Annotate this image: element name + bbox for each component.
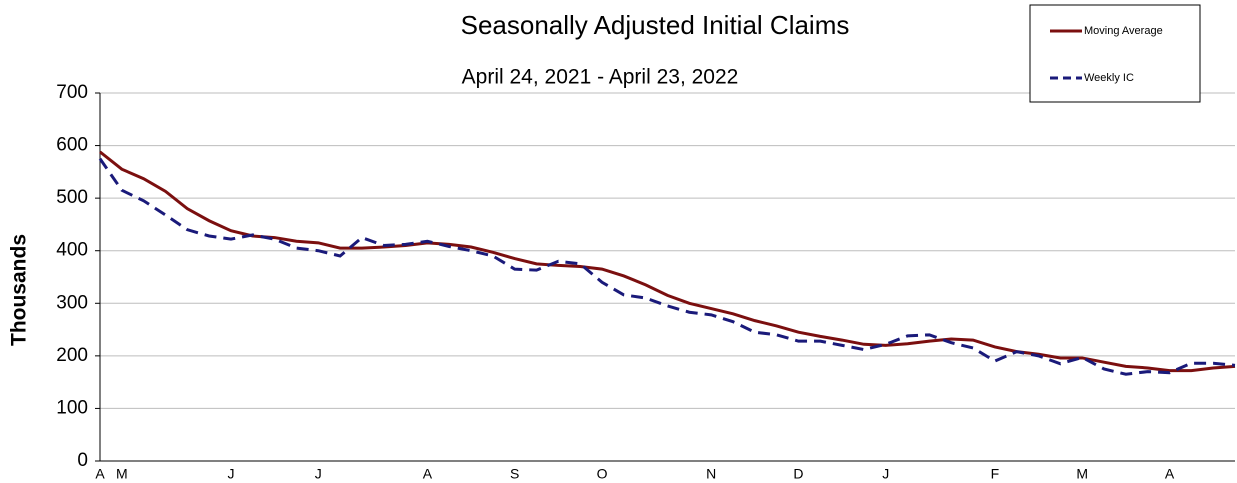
x-tick-label: O [597, 466, 608, 482]
x-tick-label: J [882, 466, 889, 482]
y-tick-label: 500 [56, 187, 88, 208]
x-tick-label: J [315, 466, 322, 482]
x-tick-label: S [510, 466, 519, 482]
y-tick-label: 300 [56, 292, 88, 313]
legend-label: Weekly IC [1084, 72, 1134, 84]
x-tick-label: N [706, 466, 716, 482]
series-line [98, 157, 1236, 376]
x-tick-label: J [227, 466, 234, 482]
legend-box [1029, 4, 1201, 103]
y-tick-label: 700 [56, 82, 88, 103]
x-tick-label: A [423, 466, 433, 482]
y-tick-label: 200 [56, 345, 88, 366]
y-tick-label: 600 [56, 135, 88, 156]
y-tick-label: 0 [77, 450, 88, 471]
x-tick-label: M [1076, 466, 1088, 482]
x-tick-label: M [116, 466, 128, 482]
legend-label: Moving Average [1084, 25, 1163, 37]
series-line [99, 150, 1236, 373]
y-tick-label: 400 [56, 240, 88, 261]
chart-subtitle: April 24, 2021 - April 23, 2022 [462, 66, 739, 89]
y-axis-label: Thousands [8, 234, 31, 346]
chart-title: Seasonally Adjusted Initial Claims [461, 10, 850, 40]
y-tick-label: 100 [56, 397, 88, 418]
x-tick-label: D [793, 466, 803, 482]
x-tick-label: A [1165, 466, 1175, 482]
x-tick-label: A [95, 466, 105, 482]
x-tick-label: F [991, 466, 1000, 482]
